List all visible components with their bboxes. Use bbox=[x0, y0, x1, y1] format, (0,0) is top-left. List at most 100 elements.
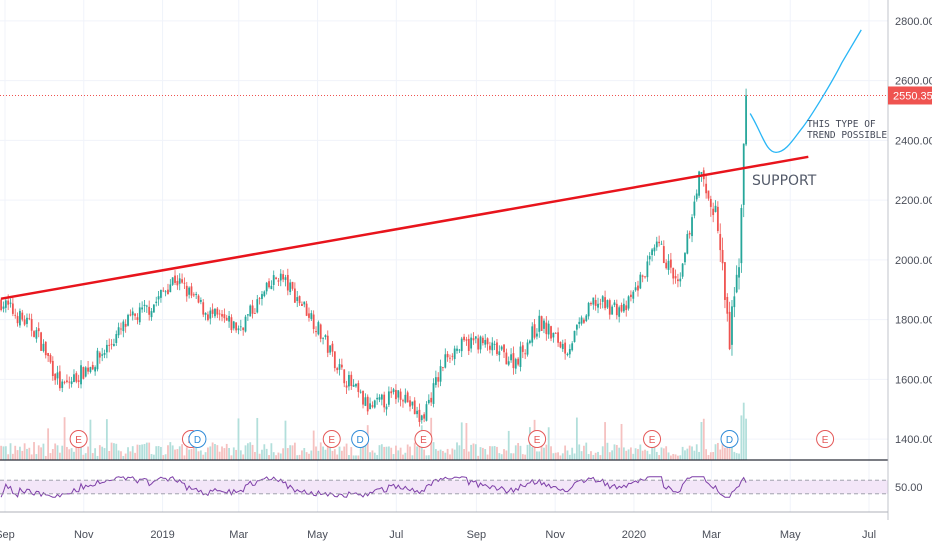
time-tick-label: Nov bbox=[545, 529, 565, 541]
volume-bar bbox=[143, 443, 146, 460]
volume-bar bbox=[728, 447, 731, 460]
volume-bar bbox=[167, 445, 169, 460]
candle bbox=[521, 345, 524, 352]
support-trendline[interactable] bbox=[0, 155, 809, 300]
volume-bar bbox=[343, 446, 346, 460]
volume-bar bbox=[129, 451, 132, 460]
candle bbox=[430, 397, 433, 403]
rsi-line bbox=[0, 476, 747, 498]
volume-bar bbox=[536, 451, 538, 460]
time-axis[interactable]: Sep Nov 2019 Mar May Jul Sep Nov 2020 Mar May Jul bbox=[0, 529, 876, 541]
rsi-tick-label: 50.00 bbox=[895, 482, 923, 494]
volume-bar bbox=[237, 418, 240, 460]
candle bbox=[514, 359, 517, 369]
volume-bar bbox=[211, 442, 214, 460]
volume-bar bbox=[181, 444, 183, 460]
volume-bar bbox=[627, 449, 630, 460]
volume-bar bbox=[160, 446, 162, 460]
volume-bar bbox=[37, 445, 40, 460]
volume-bar bbox=[56, 445, 59, 460]
candle bbox=[735, 274, 738, 293]
candle bbox=[369, 403, 371, 410]
price-tick-label: 2200.00 bbox=[895, 195, 932, 207]
volume-bar bbox=[329, 442, 332, 460]
candle bbox=[540, 316, 543, 331]
volume-bar bbox=[439, 449, 442, 460]
volume-bar bbox=[286, 448, 289, 460]
volume-bar bbox=[606, 442, 609, 460]
event-markers[interactable]: EEDEDEEEDE bbox=[69, 430, 835, 448]
candle bbox=[303, 301, 306, 305]
volume-bar bbox=[507, 430, 510, 460]
volume-bar bbox=[611, 450, 614, 460]
volume-bar bbox=[371, 450, 374, 460]
candle bbox=[738, 267, 740, 278]
volume-bar bbox=[498, 453, 501, 460]
earnings-marker bbox=[816, 430, 835, 448]
volume-bar bbox=[51, 449, 54, 460]
volume-bar bbox=[557, 452, 559, 460]
volume-bar bbox=[677, 455, 679, 460]
volume-bar bbox=[89, 419, 92, 460]
candle bbox=[519, 346, 522, 367]
candle bbox=[16, 316, 19, 324]
candle bbox=[11, 303, 14, 314]
candle bbox=[568, 349, 571, 355]
candle bbox=[465, 339, 468, 341]
candle bbox=[662, 246, 665, 264]
rsi-axis[interactable]: 50.00 bbox=[895, 482, 923, 494]
candle bbox=[134, 313, 136, 316]
candle bbox=[350, 374, 353, 386]
volume-bar bbox=[500, 454, 503, 460]
volume-bar bbox=[249, 442, 252, 460]
volume-bar bbox=[651, 443, 653, 460]
volume-bar bbox=[239, 450, 242, 460]
volume-bar bbox=[437, 450, 440, 460]
projection-curve[interactable] bbox=[749, 29, 862, 153]
candle bbox=[721, 249, 724, 264]
candle bbox=[355, 383, 357, 387]
volume-bar bbox=[96, 455, 99, 460]
candle bbox=[688, 232, 691, 235]
candle bbox=[202, 302, 205, 315]
candlestick-series[interactable] bbox=[0, 88, 747, 427]
volume-bar bbox=[75, 446, 78, 460]
candle bbox=[296, 297, 299, 301]
candle bbox=[550, 326, 552, 339]
candle bbox=[411, 401, 414, 406]
volume-bar bbox=[244, 445, 247, 460]
candle bbox=[474, 336, 477, 339]
candle bbox=[503, 344, 505, 353]
candle bbox=[517, 358, 520, 365]
candle bbox=[23, 319, 26, 325]
volume-bar bbox=[308, 453, 310, 460]
volume-bar bbox=[113, 443, 115, 460]
candle bbox=[651, 249, 653, 255]
volume-bar bbox=[124, 453, 127, 460]
candle bbox=[91, 365, 94, 370]
candle bbox=[331, 343, 334, 352]
volume-bar bbox=[305, 452, 308, 460]
candle bbox=[176, 280, 179, 286]
candle bbox=[131, 311, 134, 316]
volume-bar bbox=[296, 455, 299, 460]
volume-bar bbox=[4, 446, 7, 460]
volume-bar bbox=[731, 445, 733, 460]
volume-bar bbox=[738, 453, 740, 460]
candle bbox=[242, 327, 245, 331]
volume-bar bbox=[228, 448, 230, 460]
price-axis[interactable]: 2800.00 2600.00 2400.00 2200.00 2000.00 1800.… bbox=[895, 16, 932, 446]
candle bbox=[145, 305, 148, 307]
candle bbox=[677, 279, 679, 282]
volume-bar bbox=[467, 451, 470, 460]
volume-bar bbox=[444, 452, 447, 460]
volume-bar bbox=[399, 447, 402, 460]
volume-bar bbox=[681, 446, 684, 460]
volume-bar bbox=[207, 447, 209, 460]
volume-bar bbox=[169, 442, 172, 460]
volume-bar bbox=[604, 422, 606, 460]
volume-bar bbox=[632, 453, 635, 460]
candle bbox=[376, 397, 379, 400]
candle bbox=[37, 328, 40, 332]
